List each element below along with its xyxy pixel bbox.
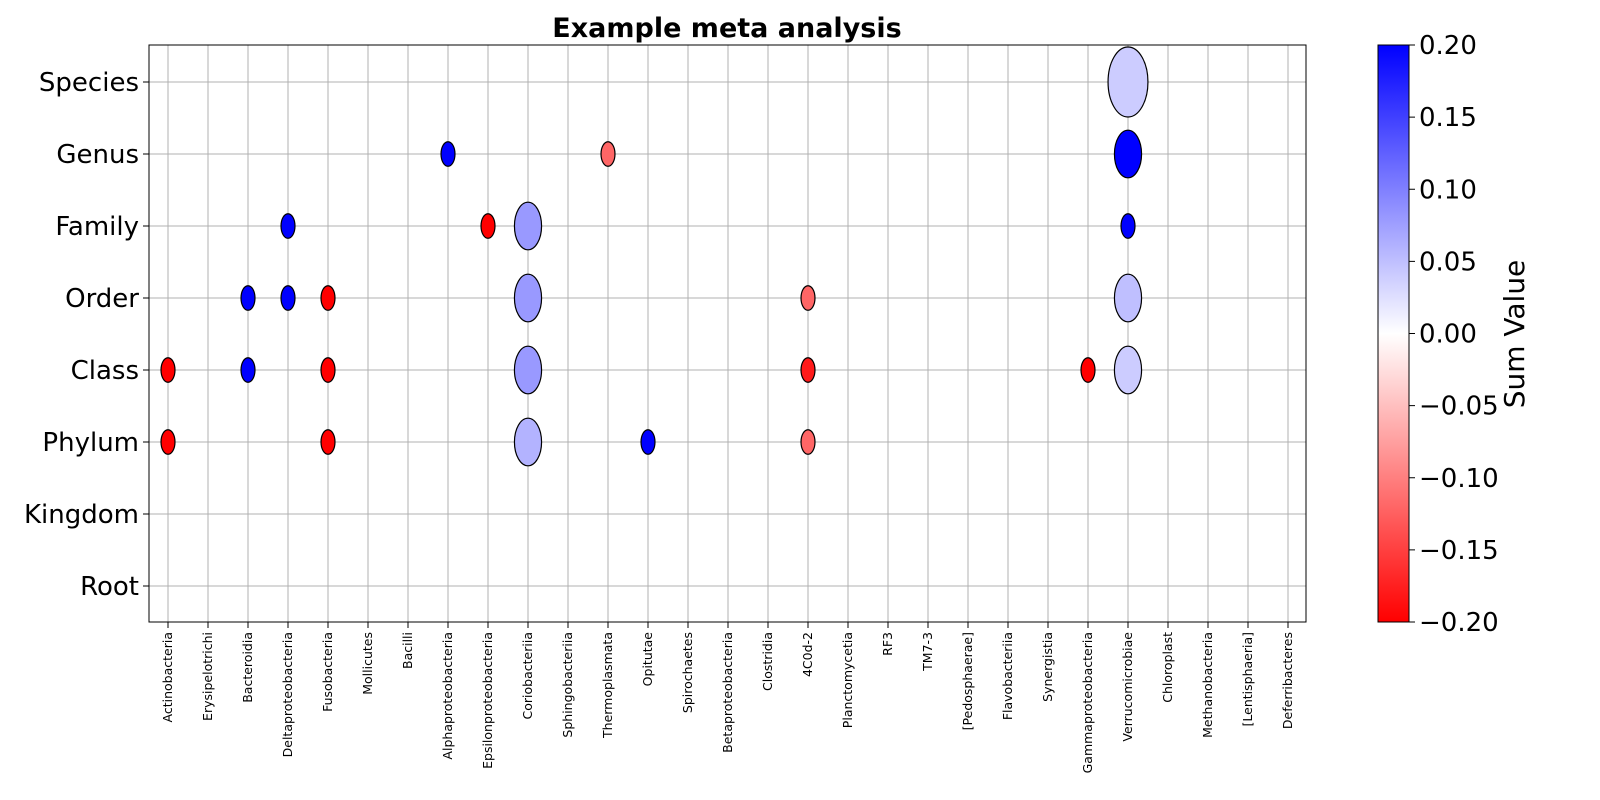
y-tick-label: Genus (56, 140, 139, 170)
bubble-Coriobacteriia-Order (513, 273, 543, 323)
y-tick-label: Phylum (42, 428, 139, 458)
x-tick-label: [Lentisphaeria] (1240, 632, 1255, 726)
bubble-Actinobacteria-Class (160, 357, 176, 383)
x-tick-label: Bacteroidia (240, 632, 255, 703)
bubble-4C0d-2-Phylum (800, 429, 816, 455)
colorbar: 0.20 0.15 0.10 0.05 0.00 −0.05 −0.10 −0.15 −0.20… (1377, 31, 1531, 638)
colorbar-tick-label: −0.10 (1419, 464, 1499, 494)
x-tick-label: Bacilli (400, 632, 415, 669)
x-tick-label: Spirochaetes (680, 632, 695, 713)
y-tick-label: Order (65, 284, 139, 314)
y-tick-label: Species (39, 68, 139, 98)
bubble-Alphaproteobacteria-Genus (440, 141, 456, 167)
bubble-Fusobacteria-Class (320, 357, 336, 383)
colorbar-tick-label: 0.20 (1419, 31, 1477, 61)
bubble-Bacteroidia-Class (240, 357, 256, 383)
colorbar-tick-label: 0.05 (1419, 247, 1477, 277)
x-tick-label: Planctomycetia (840, 632, 855, 728)
bubble-layer (160, 46, 1149, 467)
bubble-Bacteroidia-Order (240, 285, 256, 311)
x-tick-label: Thermoplasmata (600, 632, 615, 739)
bubble-Thermoplasmata-Genus (600, 141, 616, 167)
colorbar-tick-label: 0.00 (1419, 320, 1477, 350)
bubble-Opitutae-Phylum (640, 429, 656, 455)
x-tick-label: Clostridia (760, 632, 775, 691)
x-axis: Actinobacteria Erysipelotrichi Bacteroidia… (160, 622, 1295, 773)
x-tick-label: Sphingobacteriia (560, 632, 575, 738)
bubble-4C0d-2-Order (800, 285, 816, 311)
x-tick-label: TM7-3 (920, 632, 935, 672)
x-tick-label: RF3 (880, 632, 895, 656)
y-tick-label: Root (80, 572, 139, 602)
x-tick-label: Mollicutes (360, 632, 375, 695)
y-tick-label: Family (55, 212, 139, 242)
x-tick-label: Opitutae (640, 632, 655, 687)
bubble-Verrucomicrobiae-Genus (1113, 129, 1143, 179)
x-tick-label: Erysipelotrichi (200, 632, 215, 721)
x-tick-label: Verrucomicrobiae (1120, 632, 1135, 742)
colorbar-tick-label: −0.15 (1419, 536, 1499, 566)
colorbar-tick-label: 0.10 (1419, 175, 1477, 205)
y-axis: Root Kingdom Phylum Class Order Family Genus Sp… (24, 68, 149, 602)
bubble-Deltaproteobacteria-Family (280, 213, 296, 239)
x-tick-label: Deferribacteres (1280, 632, 1295, 729)
bubble-Fusobacteria-Phylum (320, 429, 336, 455)
x-tick-label: Gammaproteobacteria (1080, 632, 1095, 773)
x-tick-label: Betaproteobacteria (720, 632, 735, 753)
x-tick-label: [Pedosphaerae] (960, 632, 975, 730)
y-tick-label: Kingdom (24, 500, 139, 530)
bubble-Verrucomicrobiae-Family (1120, 213, 1136, 239)
x-tick-label: Coriobacteriia (520, 632, 535, 719)
bubble-Fusobacteria-Order (320, 285, 336, 311)
chart-title: Example meta analysis (552, 13, 901, 44)
bubble-Epsilonproteobacteria-Family (480, 213, 496, 239)
x-tick-label: Chloroplast (1160, 632, 1175, 703)
x-tick-label: Actinobacteria (160, 632, 175, 722)
colorbar-ticks: 0.20 0.15 0.10 0.05 0.00 −0.05 −0.10 −0.15 −0.20 (1409, 31, 1499, 638)
colorbar-tick-label: −0.05 (1419, 392, 1499, 422)
bubble-4C0d-2-Class (800, 357, 816, 383)
colorbar-gradient (1377, 44, 1410, 623)
bubble-Coriobacteriia-Family (513, 201, 543, 251)
x-tick-label: 4C0d-2 (800, 632, 815, 677)
colorbar-tick-label: 0.15 (1419, 103, 1477, 133)
bubble-Coriobacteriia-Phylum (513, 417, 543, 467)
x-tick-label: Methanobacteria (1200, 632, 1215, 738)
x-tick-label: Synergistia (1040, 632, 1055, 702)
bubble-Gammaproteobacteria-Class (1080, 357, 1096, 383)
bubble-Actinobacteria-Phylum (160, 429, 176, 455)
x-tick-label: Deltaproteobacteria (280, 632, 295, 757)
x-tick-label: Epsilonproteobacteria (480, 632, 495, 769)
y-tick-label: Class (71, 356, 139, 386)
bubble-Deltaproteobacteria-Order (280, 285, 296, 311)
bubble-Coriobacteriia-Class (513, 345, 543, 395)
bubble-Verrucomicrobiae-Order (1113, 273, 1143, 323)
bubble-Verrucomicrobiae-Class (1113, 345, 1143, 395)
x-tick-label: Alphaproteobacteria (440, 632, 455, 760)
colorbar-tick-label: −0.20 (1419, 608, 1499, 638)
x-tick-label: Flavobacteriia (1000, 632, 1015, 720)
x-tick-label: Fusobacteria (320, 632, 335, 712)
bubble-Verrucomicrobiae-Species (1107, 46, 1149, 118)
colorbar-label: Sum Value (1498, 260, 1531, 409)
